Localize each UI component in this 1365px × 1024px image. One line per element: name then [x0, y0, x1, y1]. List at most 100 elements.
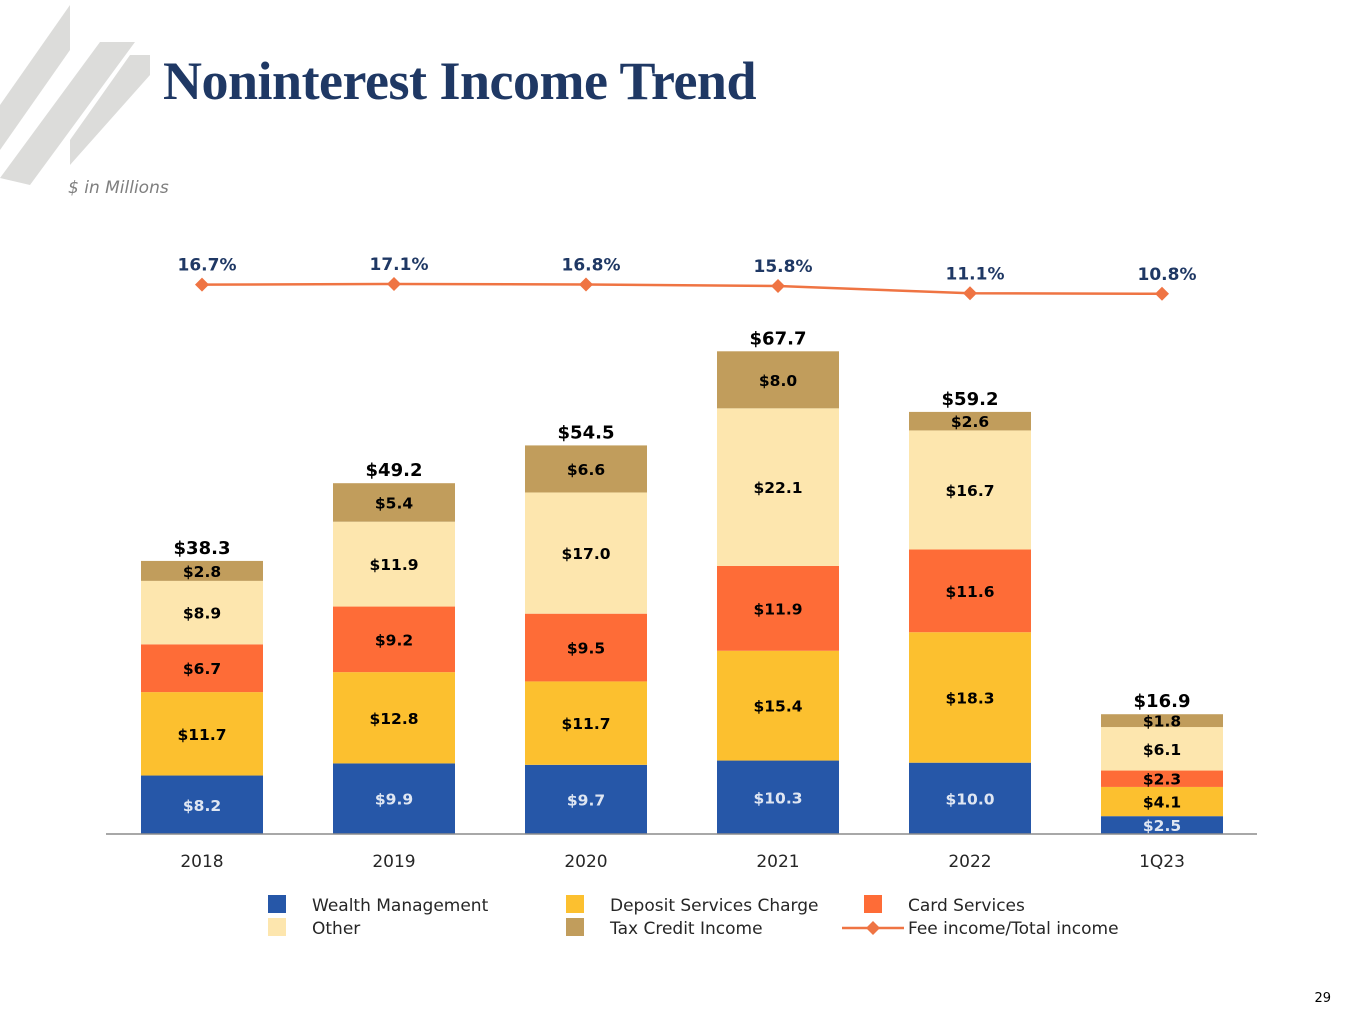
logo-stripe — [0, 42, 135, 185]
ratio-label: 17.1% — [370, 255, 429, 275]
bar-segment — [909, 762, 1031, 834]
legend-swatch — [268, 895, 286, 913]
bar-segment-label: $8.2 — [183, 797, 221, 815]
bar-segment — [1101, 786, 1223, 817]
logo-stripe — [0, 5, 70, 150]
legend-marker — [866, 921, 880, 935]
bar-segment — [717, 650, 839, 761]
bar-segment-label: $8.0 — [759, 372, 797, 390]
bar-segment — [909, 632, 1031, 763]
ratio-marker — [579, 277, 593, 292]
bar-segment — [909, 411, 1031, 431]
bar-segment — [525, 613, 647, 682]
logo-stripes — [0, 5, 150, 185]
legend-label: Wealth Management — [312, 896, 489, 916]
bar-total-label: $59.2 — [942, 389, 999, 410]
page-number: 29 — [1314, 991, 1331, 1006]
category-label: 2021 — [756, 852, 799, 872]
ratio-label: 16.8% — [562, 255, 621, 275]
bar-segment-label: $2.6 — [951, 413, 989, 431]
bar-segment-label: $2.3 — [1143, 771, 1181, 789]
bar-segment — [525, 492, 647, 614]
legend-label: Card Services — [908, 896, 1025, 916]
category-label: 2018 — [180, 852, 223, 872]
bar-segment-label: $6.6 — [567, 461, 605, 479]
bar-segment — [1101, 714, 1223, 728]
legend-swatch — [864, 895, 882, 913]
bar-segment-label: $10.0 — [945, 790, 994, 808]
category-label: 1Q23 — [1139, 852, 1185, 872]
bar-total-label: $54.5 — [558, 422, 615, 443]
units-subtitle: $ in Millions — [68, 178, 169, 198]
bar-segment-label: $11.9 — [369, 556, 418, 574]
bar-segment-label: $9.9 — [375, 791, 413, 809]
bar-segment-label: $1.8 — [1143, 713, 1181, 731]
bar-segment-label: $11.7 — [177, 726, 226, 744]
ratio-line — [201, 282, 1163, 296]
legend-label: Fee income/Total income — [908, 919, 1119, 939]
bar-segment-label: $9.7 — [567, 791, 605, 809]
bar-segment-label: $11.9 — [753, 600, 802, 618]
bar-segment-label: $11.6 — [945, 583, 994, 601]
ratio-marker — [387, 277, 401, 291]
ratio-label: 11.1% — [946, 264, 1005, 284]
bar-segment — [717, 760, 839, 834]
bar-segment-label: $6.1 — [1143, 741, 1181, 759]
ratio-label: 15.8% — [754, 257, 813, 277]
legend-swatch — [566, 895, 584, 913]
bar-segment — [141, 580, 263, 645]
legend-swatch — [268, 918, 286, 936]
bar-segment — [525, 764, 647, 834]
legend: Wealth Management Deposit Services Charge… — [268, 895, 1119, 939]
bar-segment — [717, 351, 839, 409]
bar-segment — [1101, 727, 1223, 771]
bar-segment — [909, 549, 1031, 633]
legend-label: Other — [312, 919, 360, 939]
bar-segment — [909, 430, 1031, 550]
category-label: 2020 — [564, 852, 607, 872]
bar-segment-label: $17.0 — [561, 545, 610, 563]
bar-segment — [141, 644, 263, 693]
bar-total-label: $38.3 — [174, 538, 231, 559]
bar-segment-label: $2.8 — [183, 563, 221, 581]
bar-segment-label: $8.9 — [183, 605, 221, 623]
bar-segment — [333, 763, 455, 834]
bar-segment — [333, 672, 455, 764]
bar-segment-label: $4.1 — [1143, 794, 1181, 812]
bar-segment — [141, 775, 263, 834]
bar-segment — [333, 521, 455, 607]
bar-segment-label: $22.1 — [753, 479, 802, 497]
legend-label: Deposit Services Charge — [610, 896, 818, 916]
bars-group: $8.2 $11.7 $6.7 $8.9 $2.8 $38.3 $9.9 $12.8 $9.2 $… — [141, 328, 1223, 835]
ratio-marker — [771, 279, 785, 294]
bar-segment-label: $16.7 — [945, 482, 994, 500]
bar-segment — [141, 692, 263, 776]
bar-total-label: $16.9 — [1134, 691, 1191, 712]
bar-segment — [141, 560, 263, 581]
bar-segment — [525, 681, 647, 765]
bar-segment-label: $6.7 — [183, 660, 221, 678]
bar-segment-label: $9.5 — [567, 640, 605, 658]
legend-swatch — [566, 918, 584, 936]
bar-segment-label: $5.4 — [375, 494, 413, 512]
logo-stripe — [70, 55, 150, 165]
bar-segment-label: $18.3 — [945, 689, 994, 707]
ratio-marker — [1155, 286, 1169, 301]
bar-segment-label: $12.8 — [369, 710, 418, 728]
category-labels: 2018 2019 2020 2021 2022 1Q23 — [180, 852, 1185, 872]
bar-segment — [333, 606, 455, 673]
bar-segment — [717, 408, 839, 566]
bar-segment-label: $11.7 — [561, 715, 610, 733]
bar-segment-label: $15.4 — [753, 698, 802, 716]
bar-segment-label: $9.2 — [375, 631, 413, 649]
legend-label: Tax Credit Income — [609, 919, 763, 939]
bar-total-label: $49.2 — [366, 460, 423, 481]
bar-total-label: $67.7 — [750, 328, 807, 349]
ratio-line-group: 16.7% 17.1% 16.8% 15.8% 11.1% 10.8% — [178, 255, 1196, 301]
ratio-label: 16.7% — [178, 256, 237, 276]
ratio-marker — [195, 277, 209, 292]
bar-segment — [1101, 770, 1223, 787]
bar-segment-label: $2.5 — [1143, 817, 1181, 835]
category-label: 2022 — [948, 852, 991, 872]
